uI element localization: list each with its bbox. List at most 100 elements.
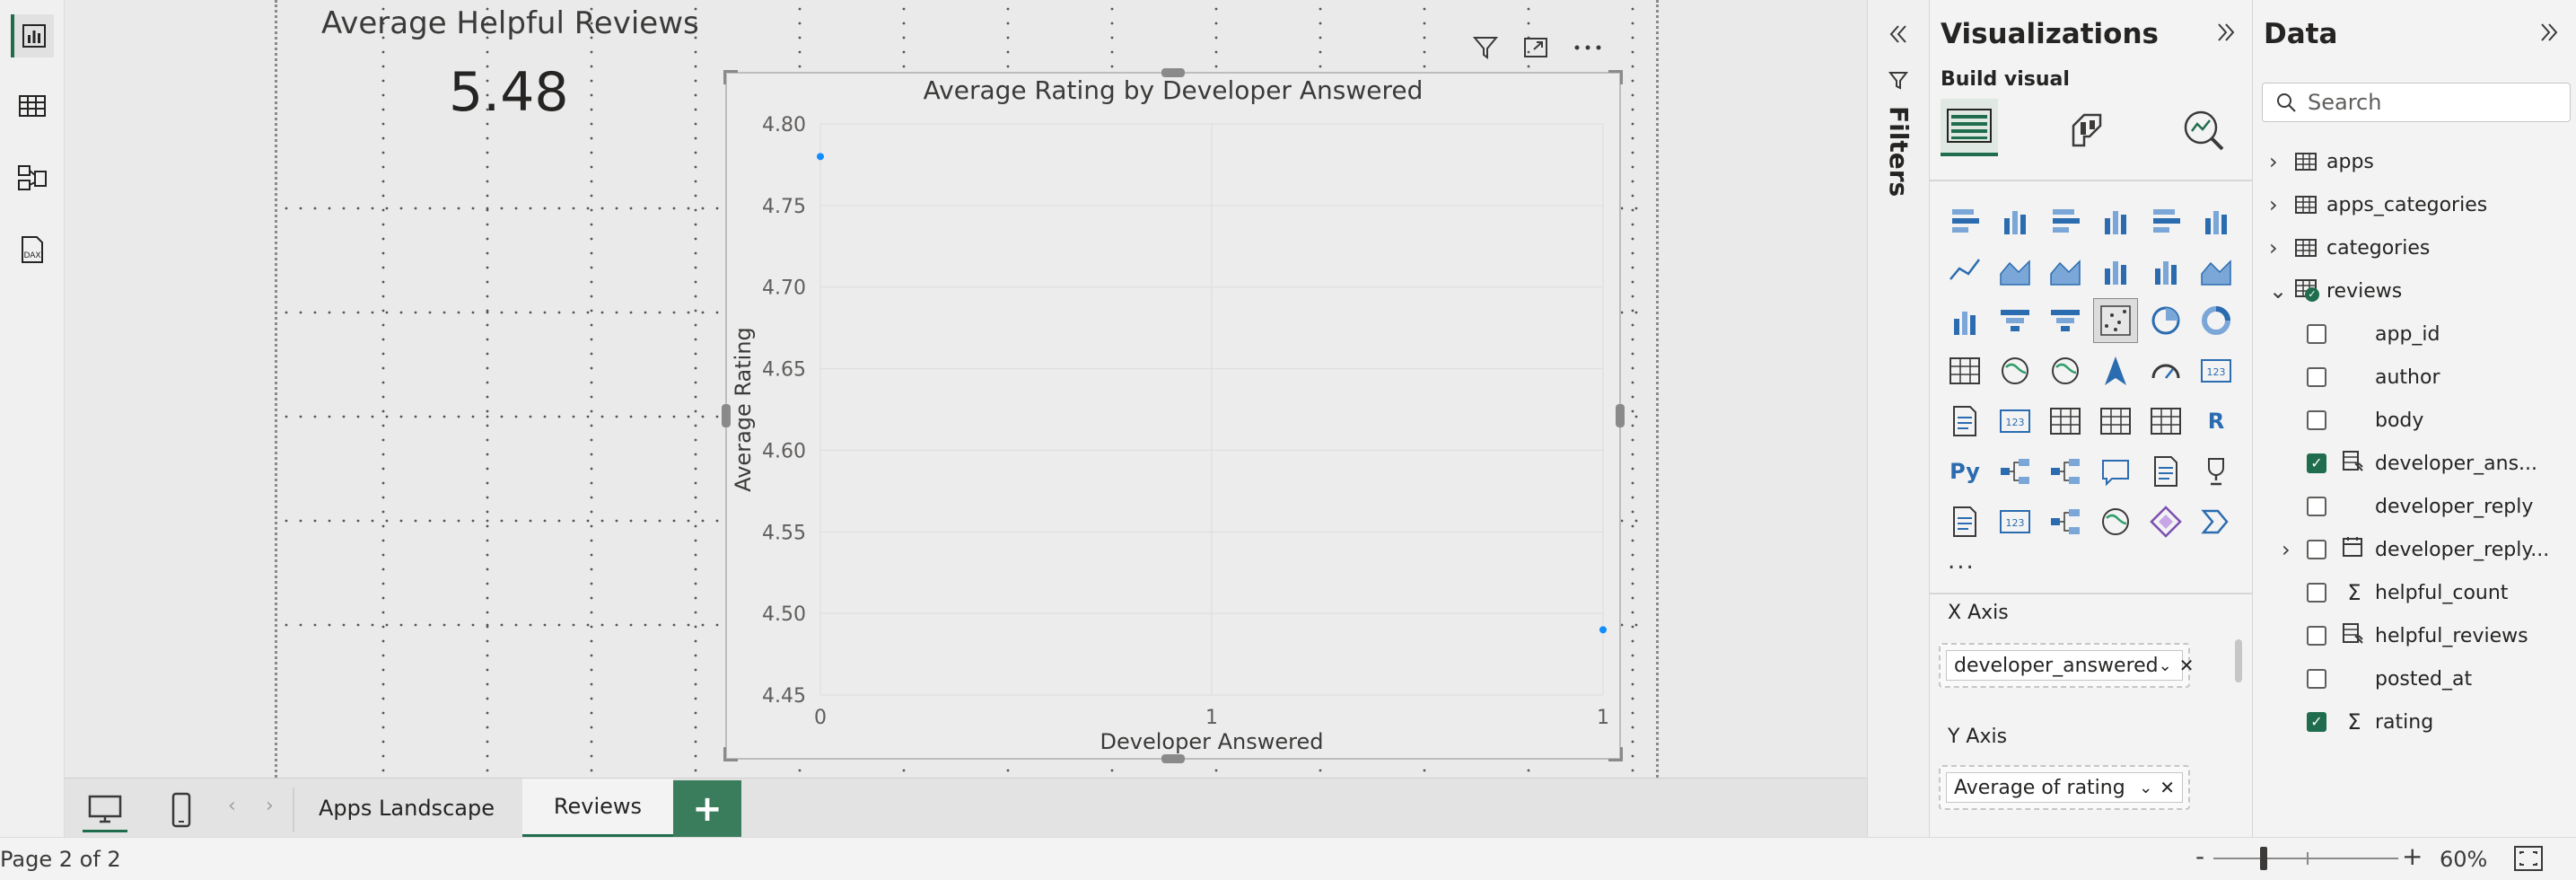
dax-query-button[interactable]: DAX [11, 228, 54, 271]
viz-table[interactable] [2093, 399, 2138, 444]
field-row[interactable]: body [2307, 402, 2423, 438]
resize-handle-bottom-left[interactable] [723, 747, 738, 761]
viz-metrics[interactable] [2194, 449, 2239, 494]
field-checkbox[interactable] [2307, 497, 2326, 516]
zoom-slider-track[interactable] [2213, 858, 2398, 859]
table-categories[interactable]: › categories [2269, 230, 2430, 266]
viz-matrix[interactable] [2143, 399, 2188, 444]
viz-area-chart[interactable] [1993, 248, 2037, 293]
field-checkbox[interactable] [2307, 540, 2326, 559]
viz-stacked-bar[interactable] [1942, 198, 1987, 242]
scatter-point-0[interactable] [817, 153, 824, 161]
desktop-layout-button[interactable] [83, 788, 127, 832]
field-row[interactable]: › developer_reply... [2282, 532, 2549, 568]
mobile-layout-button[interactable] [163, 788, 199, 832]
field-row[interactable]: author [2307, 359, 2440, 395]
viz-card[interactable]: 123 [2194, 348, 2239, 393]
scroll-tabs-right-icon[interactable]: › [266, 795, 274, 817]
viz-donut-chart[interactable] [2194, 298, 2239, 343]
viz-stacked-area[interactable] [2043, 248, 2088, 293]
add-data-tab[interactable] [1941, 99, 1998, 156]
format-visual-icon[interactable] [2064, 106, 2111, 153]
y-axis-well[interactable]: Average of rating ⌄ ✕ [1939, 765, 2190, 810]
more-options-icon[interactable] [1573, 34, 1603, 61]
report-view-button[interactable] [11, 14, 54, 57]
viz-azure-map[interactable] [2093, 348, 2138, 393]
viz-decomposition-tree[interactable] [2043, 449, 2088, 494]
zoom-level[interactable]: 60% [2440, 847, 2488, 872]
resize-handle-right[interactable] [1616, 404, 1625, 427]
viz-multi-row-card[interactable] [1942, 399, 1987, 444]
zoom-out-button[interactable]: - [2195, 841, 2205, 871]
viz-power-automate[interactable] [2043, 499, 2088, 544]
field-checkbox[interactable]: ✓ [2307, 453, 2326, 473]
viz-100-stacked-bar[interactable] [2143, 198, 2188, 242]
table-apps[interactable]: › apps [2269, 144, 2374, 180]
viz-treemap[interactable] [1942, 348, 1987, 393]
chevron-down-icon[interactable]: ⌄ [2139, 778, 2153, 797]
viz-pie-chart[interactable] [2143, 298, 2188, 343]
viz-funnel-chart[interactable] [1993, 298, 2037, 343]
resize-handle-top[interactable] [1161, 68, 1185, 77]
viz-clustered-column[interactable] [2093, 198, 2138, 242]
viz-kpi[interactable]: 123 [1993, 399, 2037, 444]
scatter-point-1[interactable] [1599, 626, 1607, 634]
chevron-down-icon[interactable]: ⌄ [2158, 656, 2172, 675]
viz-python-script[interactable]: Py [1942, 449, 1987, 494]
viz-filled-map[interactable] [2043, 348, 2088, 393]
tab-apps-landscape[interactable]: Apps Landscape [319, 796, 495, 821]
viz-slicer[interactable] [2043, 399, 2088, 444]
viz-custom-visual[interactable] [2143, 499, 2188, 544]
tab-reviews[interactable]: Reviews [522, 779, 673, 838]
viz-line-stacked-column[interactable] [2143, 248, 2188, 293]
fit-to-page-icon[interactable] [2513, 845, 2544, 872]
viz-100-stacked-column[interactable] [2194, 198, 2239, 242]
x-axis-field[interactable]: developer_answered ⌄ ✕ [1946, 650, 2195, 681]
scatter-chart-visual[interactable]: Average Rating by Developer Answered 4.8… [722, 68, 1625, 763]
resize-handle-top-left[interactable] [723, 70, 738, 84]
more-visuals-button[interactable]: ... [1948, 548, 1976, 575]
field-checkbox[interactable] [2307, 583, 2326, 603]
viz-get-more-visuals[interactable] [2194, 499, 2239, 544]
table-apps-categories[interactable]: › apps_categories [2269, 187, 2487, 223]
filter-icon[interactable] [1472, 34, 1499, 61]
collapse-right-icon[interactable] [2213, 20, 2239, 45]
viz-arcgis-map[interactable] [2093, 499, 2138, 544]
field-row[interactable]: ✓ developer_ans... [2307, 445, 2537, 481]
scrollbar[interactable] [2235, 639, 2242, 682]
field-checkbox[interactable] [2307, 669, 2326, 689]
search-input[interactable] [2308, 90, 2559, 115]
viz-clustered-bar[interactable] [2043, 198, 2088, 242]
viz-line-chart[interactable] [1942, 248, 1987, 293]
filters-pane-collapsed[interactable]: Filters [1867, 0, 1930, 837]
model-view-button[interactable] [11, 156, 54, 199]
x-axis-well[interactable]: developer_answered ⌄ ✕ [1939, 643, 2195, 688]
viz-gauge[interactable] [2143, 348, 2188, 393]
field-row[interactable]: helpful_reviews [2307, 618, 2528, 654]
viz-waterfall-chart[interactable] [1942, 298, 1987, 343]
resize-handle-bottom[interactable] [1161, 754, 1185, 763]
viz-map[interactable] [1993, 348, 2037, 393]
viz-stacked-column[interactable] [1993, 198, 2037, 242]
chevron-right-icon[interactable]: › [2269, 235, 2278, 260]
scroll-tabs-left-icon[interactable]: ‹ [228, 795, 236, 817]
field-checkbox[interactable] [2307, 367, 2326, 387]
collapse-left-icon[interactable] [1886, 22, 1911, 47]
table-view-button[interactable] [11, 84, 54, 128]
resize-handle-left[interactable] [722, 404, 731, 427]
viz-paginated-report[interactable] [1942, 499, 1987, 544]
field-checkbox[interactable] [2307, 626, 2326, 646]
field-row[interactable]: developer_reply [2307, 488, 2533, 524]
viz-scatter-chart[interactable] [2093, 298, 2138, 343]
viz-qa[interactable] [2093, 449, 2138, 494]
remove-field-icon[interactable]: ✕ [2178, 655, 2195, 676]
chevron-right-icon[interactable]: › [2269, 192, 2278, 217]
viz-power-apps[interactable]: 123 [1993, 499, 2037, 544]
field-checkbox[interactable] [2307, 410, 2326, 430]
field-checkbox[interactable]: ✓ [2307, 712, 2326, 732]
y-axis-field[interactable]: Average of rating ⌄ ✕ [1946, 772, 2183, 803]
field-checkbox[interactable] [2307, 324, 2326, 344]
field-row[interactable]: posted_at [2307, 661, 2472, 697]
